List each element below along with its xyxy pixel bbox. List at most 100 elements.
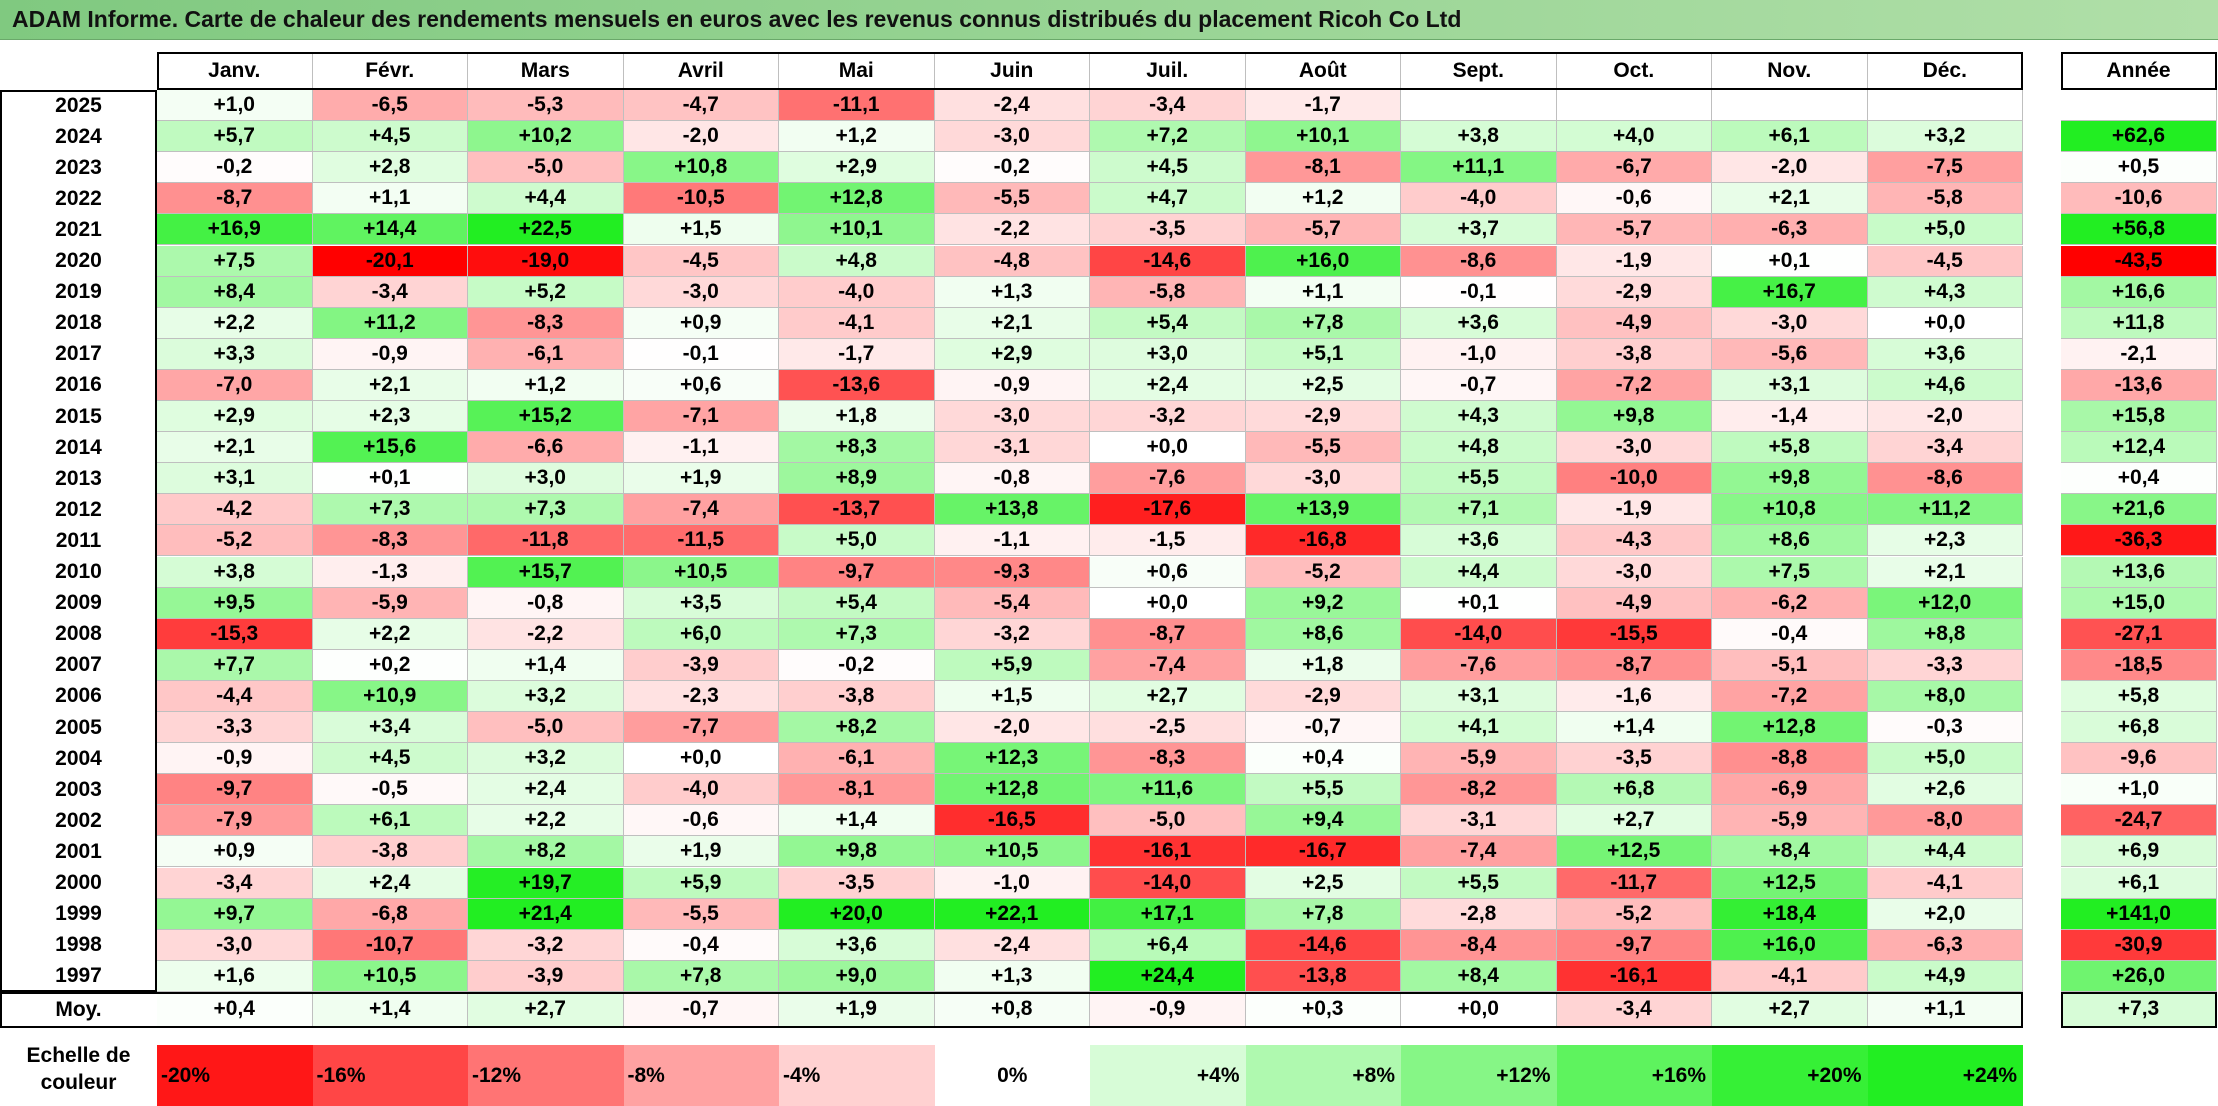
heatmap-cell: -9,7: [157, 774, 313, 806]
heatmap-cell: -4,1: [1867, 867, 2023, 899]
legend-swatch: -8%: [623, 1045, 779, 1106]
heatmap-cell: +7,8: [1245, 898, 1401, 930]
heatmap-cell: -14,0: [1090, 867, 1246, 899]
legend-swatch: +8%: [1245, 1045, 1401, 1106]
heatmap-cell: -0,4: [623, 929, 779, 961]
heatmap-cell: +2,7: [1090, 680, 1246, 712]
annual-cell: -18,5: [2061, 649, 2217, 681]
heatmap-cell: +6,1: [312, 805, 468, 837]
heatmap-cell: -3,1: [1401, 805, 1557, 837]
heatmap-cell: -5,9: [312, 587, 468, 619]
year-label: 2021: [0, 214, 157, 246]
heatmap-cell: +10,5: [934, 836, 1090, 868]
heatmap-cell: -5,0: [468, 152, 624, 184]
heatmap-cell: -1,7: [779, 338, 935, 370]
annual-cell: +0,4: [2061, 463, 2217, 495]
year-label: 2005: [0, 712, 157, 744]
heatmap-cell: -2,9: [1245, 680, 1401, 712]
heatmap-cell: -4,2: [157, 494, 313, 526]
heatmap-cell: +1,4: [779, 805, 935, 837]
heatmap-cell: -14,6: [1090, 245, 1246, 277]
heatmap-cell: +1,4: [468, 649, 624, 681]
heatmap-cell: +7,5: [157, 245, 313, 277]
heatmap-cell: +9,8: [1712, 463, 1868, 495]
heatmap-cell: +5,5: [1401, 867, 1557, 899]
heatmap-cell: +4,5: [1090, 152, 1246, 184]
heatmap-cell: +16,9: [157, 214, 313, 246]
heatmap-cell: -7,1: [623, 401, 779, 433]
heatmap-cell: -0,3: [1867, 712, 2023, 744]
heatmap-cell: +8,2: [468, 836, 624, 868]
heatmap-cell: -1,3: [312, 556, 468, 588]
heatmap-cell: -16,1: [1090, 836, 1246, 868]
heatmap-cell: -7,2: [1712, 680, 1868, 712]
heatmap-cell: +5,7: [157, 121, 313, 153]
legend-swatch: -4%: [779, 1045, 935, 1106]
legend-swatch: 0%: [934, 1045, 1090, 1106]
heatmap-cell: -9,7: [1556, 929, 1712, 961]
heatmap-cell: -2,5: [1090, 712, 1246, 744]
heatmap-cell: +5,5: [1245, 774, 1401, 806]
annual-cell: -43,5: [2061, 245, 2217, 277]
annual-cell: +1,0: [2061, 774, 2217, 806]
heatmap-cell: +11,6: [1090, 774, 1246, 806]
heatmap-cell: +7,3: [468, 494, 624, 526]
heatmap-cell: +8,2: [779, 712, 935, 744]
heatmap-cell: +4,9: [1867, 960, 2023, 992]
color-scale-label: Echelle de couleur: [0, 1042, 157, 1096]
average-annual-cell: +7,3: [2061, 991, 2217, 1028]
heatmap-cell: +12,8: [779, 183, 935, 215]
heatmap-cell: +22,1: [934, 898, 1090, 930]
heatmap-cell: -2,0: [1712, 152, 1868, 184]
heatmap-cell: [1867, 90, 2023, 122]
heatmap-cell: +1,3: [934, 276, 1090, 308]
heatmap-cell: +12,5: [1712, 867, 1868, 899]
heatmap-cell: +3,2: [1867, 121, 2023, 153]
annual-cell: -24,7: [2061, 805, 2217, 837]
heatmap-cell: -5,0: [468, 712, 624, 744]
heatmap-cell: -2,4: [934, 90, 1090, 122]
heatmap-cell: -8,7: [1090, 618, 1246, 650]
heatmap-cell: +3,8: [157, 556, 313, 588]
annual-cell: +16,6: [2061, 276, 2217, 308]
heatmap-cell: +4,5: [312, 121, 468, 153]
heatmap-cell: -0,1: [623, 338, 779, 370]
heatmap-cell: +3,1: [1712, 369, 1868, 401]
heatmap-cell: +3,6: [1867, 338, 2023, 370]
heatmap-cell: -16,5: [934, 805, 1090, 837]
heatmap-cell: +10,1: [1245, 121, 1401, 153]
heatmap-cell: -1,0: [934, 867, 1090, 899]
heatmap-cell: +2,1: [157, 432, 313, 464]
year-label: 1997: [0, 960, 157, 992]
heatmap-cell: +0,1: [1712, 245, 1868, 277]
year-label: 1998: [0, 929, 157, 961]
heatmap-cell: -3,0: [1556, 432, 1712, 464]
heatmap-cell: -5,6: [1712, 338, 1868, 370]
heatmap-cell: +0,9: [623, 307, 779, 339]
heatmap-cell: -2,9: [1245, 401, 1401, 433]
heatmap-cell: -4,7: [623, 90, 779, 122]
heatmap-cell: -4,1: [779, 307, 935, 339]
year-label: 2007: [0, 649, 157, 681]
heatmap-cell: +5,2: [468, 276, 624, 308]
year-label: 2004: [0, 743, 157, 775]
heatmap-cell: -7,4: [623, 494, 779, 526]
month-header: Nov.: [1712, 52, 1868, 90]
average-cell: -3,4: [1556, 991, 1712, 1028]
heatmap-cell: -8,0: [1867, 805, 2023, 837]
heatmap-cell: -5,5: [623, 898, 779, 930]
heatmap-cell: -6,3: [1867, 929, 2023, 961]
year-label: 2016: [0, 369, 157, 401]
heatmap-cell: -11,8: [468, 525, 624, 557]
heatmap-cell: -4,0: [1401, 183, 1557, 215]
heatmap-cell: -5,9: [1401, 743, 1557, 775]
month-header: Déc.: [1867, 52, 2023, 90]
heatmap-cell: -4,3: [1556, 525, 1712, 557]
heatmap-cell: +2,7: [1556, 805, 1712, 837]
year-label: 2024: [0, 121, 157, 153]
heatmap-cell: +6,0: [623, 618, 779, 650]
heatmap-cell: +1,1: [312, 183, 468, 215]
heatmap-cell: -3,4: [1090, 90, 1246, 122]
heatmap-cell: +1,0: [157, 90, 313, 122]
heatmap-cell: +10,8: [1712, 494, 1868, 526]
